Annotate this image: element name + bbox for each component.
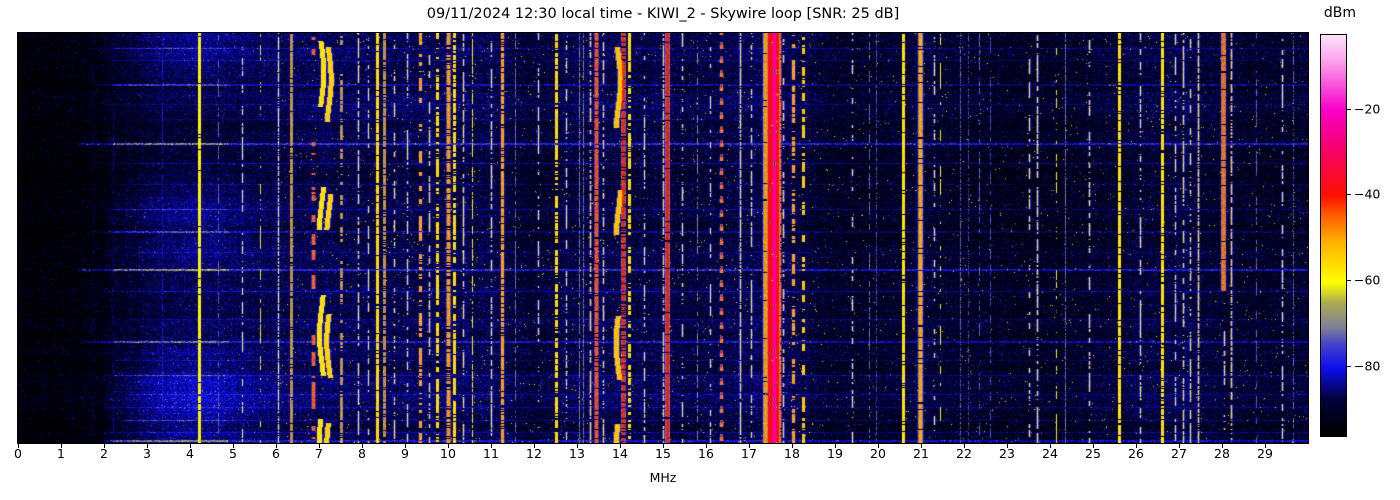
x-tick-label: 6 <box>272 446 280 461</box>
colorbar-tick-label: −40 <box>1354 186 1381 202</box>
x-tick-mark <box>405 444 406 448</box>
x-tick-mark <box>964 444 965 448</box>
x-tick-label: 12 <box>526 446 542 461</box>
x-tick-mark <box>147 444 148 448</box>
colorbar-gradient <box>1320 34 1347 437</box>
colorbar-tick-mark <box>1347 365 1351 367</box>
x-tick-mark <box>233 444 234 448</box>
x-tick-mark <box>1265 444 1266 448</box>
x-tick-mark <box>276 444 277 448</box>
colorbar-tick-label: −80 <box>1354 358 1381 374</box>
x-tick-label: 1 <box>57 446 65 461</box>
x-tick-mark <box>706 444 707 448</box>
x-tick-label: 22 <box>956 446 972 461</box>
x-tick-mark <box>1050 444 1051 448</box>
x-tick-mark <box>878 444 879 448</box>
x-tick-label: 14 <box>612 446 628 461</box>
x-tick-mark <box>319 444 320 448</box>
x-tick-label: 18 <box>784 446 800 461</box>
x-tick-label: 8 <box>358 446 366 461</box>
x-tick-mark <box>104 444 105 448</box>
x-tick-label: 3 <box>143 446 151 461</box>
x-tick-mark <box>749 444 750 448</box>
figure-title: 09/11/2024 12:30 local time - KIWI_2 - S… <box>426 6 900 22</box>
x-tick-mark <box>1093 444 1094 448</box>
x-tick-label: 2 <box>100 446 108 461</box>
x-tick-mark <box>61 444 62 448</box>
x-tick-label: 19 <box>827 446 843 461</box>
x-tick-mark <box>921 444 922 448</box>
x-tick-mark <box>835 444 836 448</box>
x-tick-label: 26 <box>1128 446 1144 461</box>
colorbar-label: dBm <box>1323 5 1357 21</box>
x-tick-label: 20 <box>870 446 886 461</box>
colorbar-tick-mark <box>1347 108 1351 110</box>
x-tick-label: 11 <box>483 446 499 461</box>
x-tick-label: 21 <box>913 446 929 461</box>
x-tick-mark <box>792 444 793 448</box>
colorbar-tick-label: −20 <box>1354 101 1381 117</box>
x-tick-mark <box>491 444 492 448</box>
x-tick-mark <box>1222 444 1223 448</box>
x-tick-mark <box>577 444 578 448</box>
x-tick-label: 28 <box>1214 446 1230 461</box>
x-tick-label: 7 <box>315 446 323 461</box>
x-tick-label: 24 <box>1042 446 1058 461</box>
x-tick-label: 15 <box>655 446 671 461</box>
x-tick-label: 23 <box>999 446 1015 461</box>
x-tick-label: 27 <box>1171 446 1187 461</box>
colorbar-tick-label: −60 <box>1354 272 1381 288</box>
x-tick-mark <box>1007 444 1008 448</box>
x-tick-label: 9 <box>401 446 409 461</box>
x-tick-mark <box>1179 444 1180 448</box>
x-tick-mark <box>18 444 19 448</box>
spectrogram-canvas <box>18 33 1308 443</box>
x-tick-label: 0 <box>14 446 22 461</box>
x-tick-label: 5 <box>229 446 237 461</box>
x-tick-mark <box>534 444 535 448</box>
x-tick-label: 17 <box>741 446 757 461</box>
spectrogram-plot-frame <box>17 32 1309 444</box>
x-tick-mark <box>1136 444 1137 448</box>
x-tick-label: 29 <box>1257 446 1273 461</box>
x-tick-mark <box>620 444 621 448</box>
x-tick-label: 25 <box>1085 446 1101 461</box>
x-tick-mark <box>448 444 449 448</box>
x-tick-label: 4 <box>186 446 194 461</box>
x-tick-mark <box>663 444 664 448</box>
x-axis-label: MHz <box>649 470 677 485</box>
x-tick-label: 10 <box>440 446 456 461</box>
x-tick-label: 13 <box>569 446 585 461</box>
colorbar-tick-mark <box>1347 194 1351 196</box>
x-tick-mark <box>362 444 363 448</box>
x-tick-label: 16 <box>698 446 714 461</box>
colorbar-tick-mark <box>1347 280 1351 282</box>
x-tick-mark <box>190 444 191 448</box>
